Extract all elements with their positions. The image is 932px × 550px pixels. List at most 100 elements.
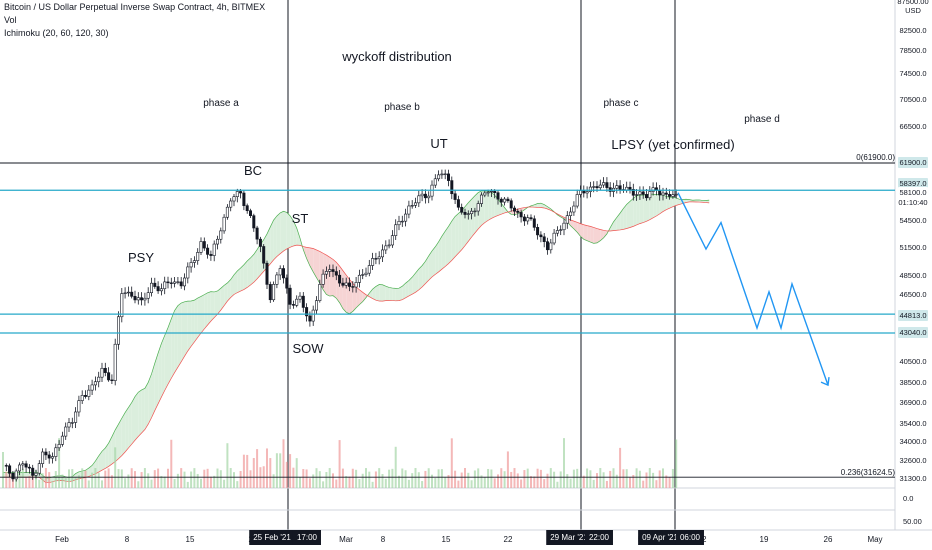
volume-bar: [407, 479, 410, 488]
y-tick-label: 40500.0: [899, 357, 926, 366]
volume-bar: [457, 480, 460, 488]
cloud-segment: [207, 291, 211, 325]
candle-body: [120, 293, 124, 318]
cloud-segment: [484, 190, 489, 223]
candle-body: [27, 466, 31, 469]
cloud-segment: [623, 204, 627, 230]
volume-bar: [539, 469, 542, 488]
candle-body: [545, 241, 549, 251]
cloud-segment: [471, 195, 475, 238]
volume-bar: [348, 476, 351, 488]
candle-body: [57, 444, 61, 449]
date-tag-29-mar: 29 Mar '21: [546, 530, 592, 545]
cloud-segment: [102, 447, 106, 471]
volume-bar: [454, 470, 457, 488]
cloud-segment: [491, 192, 495, 219]
cloud-segment: [705, 200, 710, 203]
candle-body: [555, 230, 559, 234]
candle-body: [70, 422, 74, 424]
cloud-segment: [659, 194, 663, 214]
cloud-segment: [280, 211, 284, 254]
candle-body: [532, 218, 536, 228]
candle-body: [281, 268, 285, 279]
cloud-segment: [669, 197, 673, 209]
volume-bar: [605, 480, 608, 488]
candle-body: [146, 292, 150, 299]
volume-bar: [104, 470, 107, 488]
volume-bar: [497, 474, 499, 488]
candle-body: [562, 222, 566, 231]
candle-body: [413, 202, 417, 206]
volume-bar: [483, 477, 486, 488]
cloud-segment: [138, 389, 142, 437]
cloud-segment: [369, 289, 373, 299]
cloud-segment: [267, 226, 271, 268]
cloud-segment: [356, 286, 360, 308]
cloud-segment: [656, 194, 660, 217]
volume-bar: [58, 438, 61, 488]
cloud-segment: [445, 226, 449, 267]
volume-bar: [239, 470, 242, 488]
volume-bar: [117, 469, 120, 488]
cloud-segment: [158, 343, 162, 404]
candle-body: [417, 195, 421, 204]
cloud-segment: [626, 201, 630, 229]
candle-body: [156, 286, 160, 292]
candle-body: [31, 467, 35, 476]
volume-bar: [35, 470, 37, 488]
volume-bar: [424, 470, 427, 488]
volume-bar: [101, 480, 103, 488]
volume-bar: [8, 468, 11, 488]
candle-body: [206, 247, 210, 255]
cloud-segment: [583, 224, 588, 241]
candle-body: [173, 281, 177, 284]
volume-bar: [163, 476, 166, 488]
volume-bar: [546, 473, 549, 488]
candle-body: [64, 426, 68, 437]
candle-body: [463, 211, 467, 215]
volume-bar: [533, 476, 536, 488]
candle-body: [479, 194, 483, 204]
volume-bar: [338, 440, 341, 488]
cloud-segment: [488, 191, 492, 221]
candle-body: [11, 472, 15, 480]
candle-body: [166, 281, 170, 284]
candle-body: [328, 269, 332, 272]
cloud-segment: [580, 223, 584, 240]
candle-body: [252, 215, 256, 229]
volume-bar: [305, 469, 308, 488]
price-tag-countdown: 01:10:40: [898, 197, 928, 208]
candle-body: [460, 206, 464, 213]
cloud-segment: [610, 221, 614, 232]
volume-bar: [292, 467, 295, 488]
volume-bar: [295, 458, 298, 488]
cloud-segment: [399, 286, 403, 301]
volume-bar: [5, 471, 8, 488]
cloud-segment: [227, 279, 231, 302]
volume-bar: [536, 468, 539, 488]
volume-bar: [665, 475, 668, 488]
cloud-segment: [204, 292, 208, 329]
volume-bar: [569, 478, 572, 488]
cloud-segment: [696, 199, 700, 203]
volume-bar: [427, 468, 430, 488]
x-tick-label: 22: [504, 535, 513, 544]
volume-bar: [450, 438, 453, 488]
y-tick-label: 34000.0: [899, 437, 926, 446]
cloud-segment: [121, 412, 126, 456]
candle-body: [354, 282, 358, 288]
volume-bar: [312, 474, 315, 488]
candle-body: [67, 422, 71, 428]
candle-body: [54, 447, 58, 457]
candle-body: [499, 198, 503, 203]
candle-body: [380, 249, 384, 258]
candle-body: [519, 212, 523, 218]
volume-bar: [209, 476, 212, 488]
cloud-segment: [666, 196, 670, 210]
cloud-segment: [128, 402, 132, 449]
cloud-segment: [135, 392, 139, 441]
cloud-segment: [593, 227, 597, 244]
candle-body: [506, 198, 510, 202]
candle-body: [578, 190, 582, 195]
